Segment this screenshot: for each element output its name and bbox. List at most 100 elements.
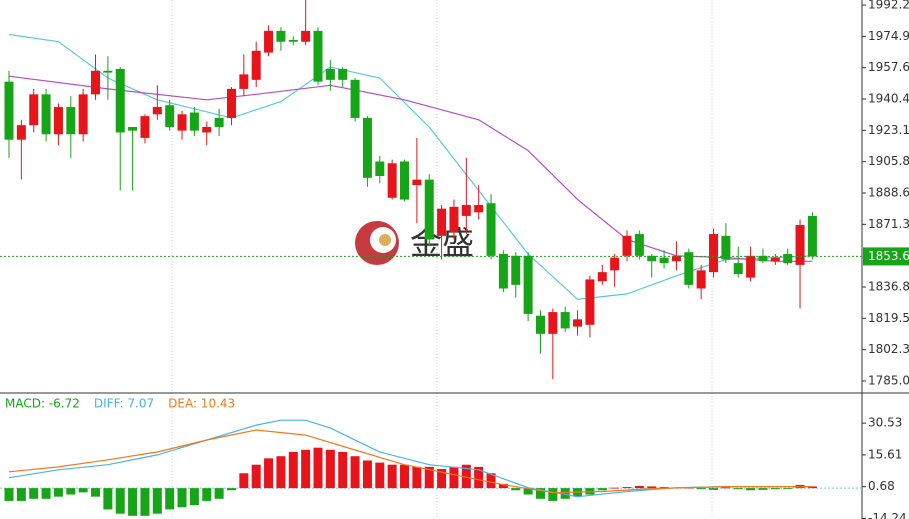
macd-bar [288, 451, 298, 489]
macd-bar [498, 483, 508, 489]
indicator-readout: DIFF: 7.07 [94, 397, 154, 411]
macd-bar [511, 488, 521, 491]
macd-bar [696, 488, 706, 490]
candle-body [783, 254, 793, 264]
candle-body [597, 272, 607, 282]
candle-body [412, 179, 422, 186]
candle-body [671, 255, 681, 262]
macd-bar [202, 488, 212, 501]
vertical-grid [171, 0, 713, 519]
watermark-logo [355, 221, 399, 265]
candle-body [696, 270, 706, 289]
candle-body [474, 205, 484, 213]
macd-bar [165, 488, 175, 510]
macd-bar [758, 488, 768, 490]
indicator-readout: DEA: 10.43 [168, 397, 235, 411]
macd-bar [4, 488, 14, 501]
macd-bar [226, 488, 236, 491]
macd-bar [634, 486, 644, 489]
macd-bar [375, 462, 385, 489]
macd-bar [783, 488, 793, 489]
macd-bar [325, 449, 335, 489]
candle-body [16, 125, 26, 140]
macd-bar [437, 468, 447, 489]
macd-bar [214, 488, 224, 499]
candle-body [301, 30, 311, 42]
y-tick-label: 1974.95 [868, 29, 909, 43]
candle-body [375, 161, 385, 176]
candle-body [387, 163, 397, 198]
y-tick-label: 1992.21 [868, 0, 909, 12]
y-tick-label: 1905.89 [868, 154, 909, 168]
candle-body [226, 88, 236, 118]
macd-bar [424, 466, 434, 489]
macd-bar [387, 464, 397, 489]
candle-body [795, 224, 805, 265]
macd-bar [486, 473, 496, 489]
macd-bar [301, 449, 311, 489]
candle-body [560, 312, 570, 329]
macd-bar [523, 488, 533, 495]
candle-body [53, 107, 63, 135]
macd-bar [350, 456, 360, 489]
candle-body [103, 70, 113, 73]
y-tick-label: 1836.83 [868, 279, 909, 293]
candle-body [202, 127, 212, 133]
y-tick-label: 1940.42 [868, 92, 909, 106]
candle-body [684, 252, 694, 285]
macd-bar [103, 488, 113, 510]
macd-bar [461, 464, 471, 489]
macd-bar [807, 486, 817, 489]
candle-body [461, 205, 471, 216]
candle-body [66, 107, 76, 135]
macd-bar [597, 488, 607, 491]
candle-body [807, 215, 817, 257]
candle-body [128, 127, 138, 131]
candle-body [523, 255, 533, 314]
candle-body [4, 81, 14, 140]
macd-bar [449, 466, 459, 489]
candle-body [29, 94, 39, 126]
candle-body [758, 255, 768, 262]
candle-body [288, 39, 298, 42]
y-tick-label: 30.53 [868, 416, 902, 430]
candle-body [622, 235, 632, 256]
candle-body [548, 312, 558, 334]
candle-body [449, 206, 459, 233]
candle-body [325, 68, 335, 80]
candle-body [573, 319, 583, 327]
candle-body [486, 203, 496, 256]
macd-bar [115, 488, 125, 514]
macd-bar [770, 488, 780, 490]
macd-bar [189, 488, 199, 506]
macd-bar [659, 487, 669, 489]
candle-body [152, 107, 162, 115]
candle-body [140, 116, 150, 138]
macd-bar [721, 487, 731, 489]
y-tick-label: 1888.63 [868, 185, 909, 199]
candle-body [647, 255, 657, 262]
macd-bar [746, 488, 756, 491]
macd-bar [264, 458, 274, 489]
macd-bar [177, 488, 187, 508]
candle-body [214, 117, 224, 128]
candle-body [770, 257, 780, 262]
y-tick-label: 1802.30 [868, 342, 909, 356]
macd-bar [362, 460, 372, 489]
macd-bar [239, 473, 249, 489]
candle-body [498, 254, 508, 289]
candle-body [733, 263, 743, 274]
y-tick-label: -14.24 [868, 511, 907, 519]
macd-bar [128, 488, 138, 516]
candle-body [177, 114, 187, 131]
candle-body [313, 30, 323, 82]
candle-body [276, 30, 286, 42]
candle-body [165, 105, 175, 128]
y-tick-label: 1819.57 [868, 311, 909, 325]
candle-body [251, 50, 261, 80]
macd-bar [313, 447, 323, 489]
candle-body [239, 74, 249, 89]
macd-bar [251, 464, 261, 489]
macd-bar [338, 451, 348, 489]
